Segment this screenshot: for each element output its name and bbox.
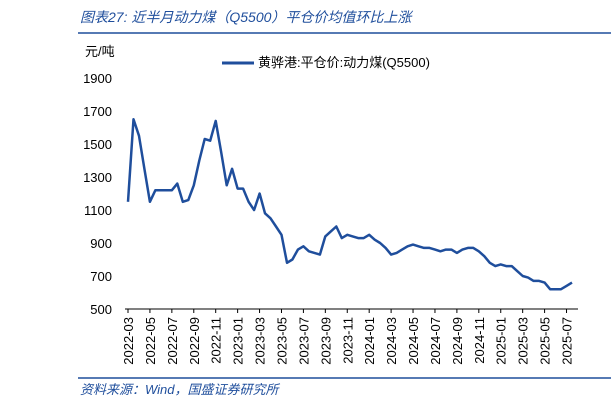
series-line [126, 118, 573, 291]
y-tick-label: 1700 [83, 104, 112, 119]
y-tick-label: 1500 [83, 137, 112, 152]
y-tick-label: 1900 [83, 71, 112, 86]
chart-title: 图表27: 近半月动力煤（Q5500）平仓价均值环比上涨 [80, 9, 413, 25]
x-tick-label: 2025-03 [516, 317, 531, 365]
x-tick-label: 2023-07 [296, 317, 311, 365]
x-tick-label: 2024-05 [406, 317, 421, 365]
y-tick-label: 900 [90, 236, 112, 251]
x-tick-label: 2024-07 [428, 317, 443, 365]
x-tick-label: 2022-09 [187, 317, 202, 365]
y-tick-label: 1100 [84, 203, 112, 218]
x-tick-label: 2023-03 [253, 317, 268, 365]
x-tick-label: 2023-09 [318, 317, 333, 365]
x-tick-label: 2025-05 [538, 317, 553, 365]
x-tick-label: 2022-07 [165, 317, 180, 365]
x-tick-label: 2022-05 [143, 317, 158, 365]
x-tick-label: 2025-07 [560, 317, 575, 365]
x-tick-label: 2022-03 [121, 317, 136, 365]
y-tick-label: 500 [90, 302, 112, 317]
y-tick-label: 700 [90, 269, 112, 284]
x-tick-label: 2024-11 [472, 317, 487, 364]
y-axis-label: 元/吨 [85, 44, 115, 59]
x-tick-label: 2024-03 [384, 317, 399, 365]
x-tick-label: 2025-01 [494, 317, 509, 365]
y-tick-label: 1300 [83, 170, 112, 185]
x-tick-label: 2022-11 [209, 317, 224, 364]
x-tick-label: 2024-01 [362, 317, 377, 365]
source: 资料来源：Wind，国盛证券研究所 [80, 382, 281, 397]
x-tick-label: 2024-09 [450, 317, 465, 365]
legend-label: 黄骅港:平仓价:动力煤(Q5500) [258, 55, 430, 70]
x-tick-label: 2023-11 [340, 317, 355, 364]
x-tick-label: 2023-01 [231, 317, 246, 365]
x-tick-label: 2023-05 [274, 317, 289, 365]
